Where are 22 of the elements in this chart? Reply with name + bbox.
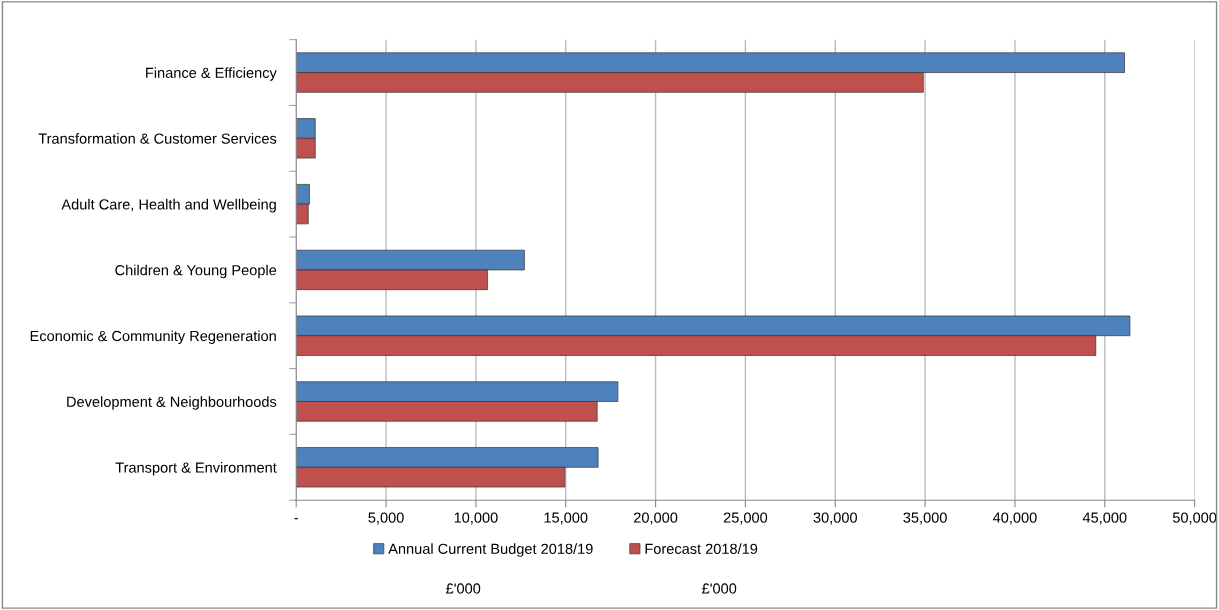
y-tick-label: Finance & Efficiency <box>146 67 277 81</box>
x-tick-label: 30,000 <box>813 512 857 525</box>
text: £'000 <box>446 583 481 594</box>
y-tick-label: Development & Neighbourhoods <box>67 396 277 410</box>
x-tick-label: 35,000 <box>903 512 947 525</box>
x-tick-label: 20,000 <box>634 512 678 525</box>
y-tick-label: Transformation & Customer Services <box>38 133 277 144</box>
x-tick-label: 10,000 <box>454 512 498 525</box>
y-tick-label: Adult Care, Health and Wellbeing <box>61 198 276 213</box>
legend-label: Annual Current Budget 2018/19 <box>388 543 593 557</box>
x-tick-label: 50,000 <box>1172 512 1217 525</box>
x-tick-label: 25,000 <box>723 512 768 525</box>
y-tick-label: Children & Young People <box>115 264 277 279</box>
text: £'000 <box>702 583 737 594</box>
y-tick-label: Economic & Community Regeneration <box>30 330 276 345</box>
x-tick-label: - <box>294 518 298 520</box>
legend-label: Forecast 2018/19 <box>645 543 758 554</box>
x-tick-label: 40,000 <box>992 512 1037 525</box>
x-tick-label: 15,000 <box>544 512 588 525</box>
x-tick-label: 45,000 <box>1082 512 1127 525</box>
y-tick-label: Transport & Environment <box>115 462 277 476</box>
x-tick-label: 5,000 <box>368 512 404 525</box>
